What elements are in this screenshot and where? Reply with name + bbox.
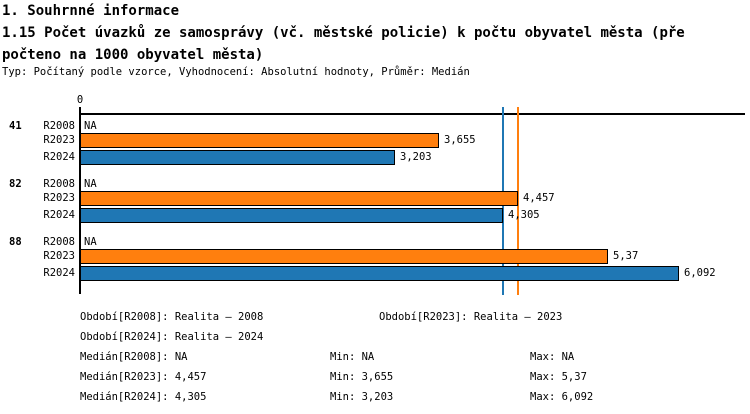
footer-min-r2008: Min: NA: [330, 351, 375, 363]
series-row-label: R2008: [43, 236, 75, 248]
footer-median-r2008: Medián[R2008]: NA: [80, 351, 188, 363]
footer-obdobi-r2024: Období[R2024]: Realita – 2024: [80, 331, 264, 343]
median-R2023-reference-line: [517, 107, 519, 295]
footer-min-r2023: Min: 3,655: [330, 371, 394, 383]
series-row-label: R2024: [43, 209, 75, 221]
footer-min-r2024: Min: 3,203: [330, 391, 394, 403]
bar-r2023-group-41: [80, 133, 439, 148]
bar-value-label: 3,655: [444, 134, 476, 146]
chart-groups: 41 R2008 NA R2023 3,655 R2024 3,203 82 R2008 NA R2…: [0, 120, 750, 294]
bar-r2024-group-88: [80, 266, 679, 281]
group-category-label: 82: [9, 178, 22, 190]
group-category-label: 41: [9, 120, 22, 132]
series-row-label: R2024: [43, 267, 75, 279]
footer-max-r2024: Max: 6,092: [530, 391, 594, 403]
chart-group-41: 41 R2008 NA R2023 3,655 R2024 3,203: [0, 120, 750, 178]
group-category-label: 88: [9, 236, 22, 248]
footer-median-r2023: Medián[R2023]: 4,457: [80, 371, 207, 383]
series-row-label: R2008: [43, 178, 75, 190]
bar-value-label: 4,305: [508, 209, 540, 221]
missing-value-label: NA: [84, 236, 97, 248]
series-row-label: R2023: [43, 250, 75, 262]
axis-tick-label-zero: 0: [76, 94, 84, 106]
missing-value-label: NA: [84, 120, 97, 132]
bar-r2024-group-41: [80, 150, 395, 165]
footer-obdobi-r2023: Období[R2023]: Realita – 2023: [379, 311, 563, 323]
chart-group-88: 88 R2008 NA R2023 5,37 R2024 6,092: [0, 236, 750, 294]
missing-value-label: NA: [84, 178, 97, 190]
axis-top-line: [80, 113, 745, 115]
series-row-label: R2023: [43, 192, 75, 204]
footer-median-r2024: Medián[R2024]: 4,305: [80, 391, 207, 403]
series-row-label: R2023: [43, 134, 75, 146]
section-title: 1. Souhrnné informace: [2, 3, 180, 19]
footer-obdobi-r2008: Období[R2008]: Realita – 2008: [80, 311, 264, 323]
indicator-title-line-2: počteno na 1000 obyvatel města): [2, 47, 264, 63]
footer-max-r2008: Max: NA: [530, 351, 575, 363]
bar-r2023-group-82: [80, 191, 518, 206]
bar-value-label: 4,457: [523, 192, 555, 204]
bar-r2023-group-88: [80, 249, 608, 264]
series-row-label: R2024: [43, 151, 75, 163]
indicator-title-line-1: 1.15 Počet úvazků ze samosprávy (vč. měs…: [2, 25, 685, 41]
bar-value-label: 6,092: [684, 267, 716, 279]
series-row-label: R2008: [43, 120, 75, 132]
bar-r2024-group-82: [80, 208, 503, 223]
bar-value-label: 3,203: [400, 151, 432, 163]
bar-value-label: 5,37: [613, 250, 639, 262]
footer-max-r2023: Max: 5,37: [530, 371, 587, 383]
indicator-meta: Typ: Počítaný podle vzorce, Vyhodnocení:…: [2, 66, 470, 78]
chart-group-82: 82 R2008 NA R2023 4,457 R2024 4,305: [0, 178, 750, 236]
